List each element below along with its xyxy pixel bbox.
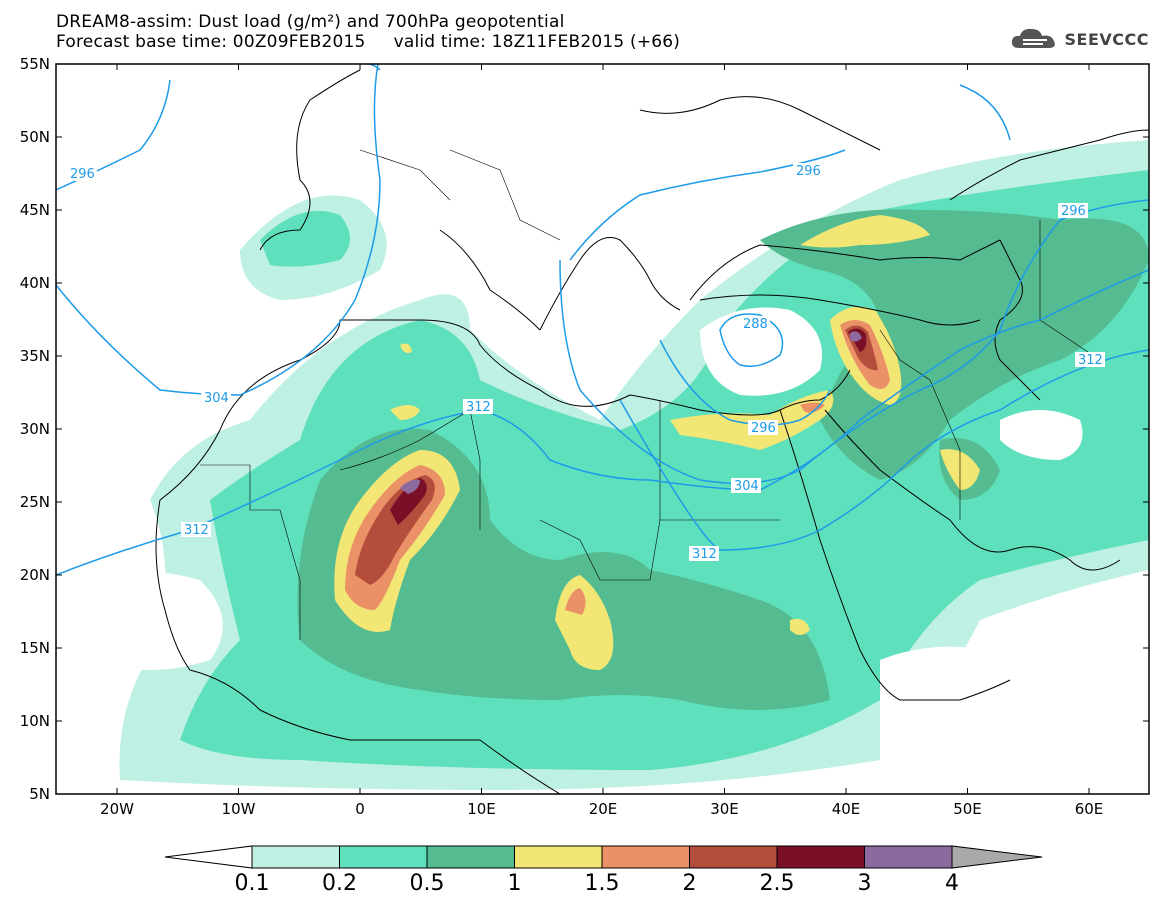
- map-title: DREAM8-assim: Dust load (g/m²) and 700hP…: [56, 12, 565, 32]
- axis-labels: 55N 50N 45N 40N 35N 30N 25N 20N 15N 10N 5N 20W 10W 0 1…: [20, 55, 1104, 818]
- colorbar: [164, 845, 1043, 869]
- lon-label: 20E: [589, 800, 618, 818]
- dust-level-3: [400, 331, 862, 494]
- axis-ticks: [56, 63, 1149, 795]
- lat-label: 40N: [20, 274, 50, 292]
- coastlines: [155, 69, 1149, 794]
- svg-text:312: 312: [1078, 353, 1103, 368]
- colorbar-over-triangle: [951, 845, 1043, 869]
- contour-label: 288: [740, 316, 770, 332]
- dust-clear-areas: [67, 307, 1149, 794]
- colorbar-segment: [601, 845, 690, 869]
- contour-label: 312: [181, 522, 211, 538]
- svg-text:296: 296: [1061, 204, 1086, 219]
- colorbar-label: 2: [682, 871, 697, 896]
- colorbar-segment: [776, 845, 865, 869]
- svg-text:312: 312: [692, 547, 717, 562]
- lon-label: 40E: [832, 800, 861, 818]
- lat-label: 45N: [20, 201, 50, 219]
- logo-text: SEEVCCC: [1064, 29, 1149, 49]
- lon-label: 20W: [100, 800, 134, 818]
- colorbar-label: 2.5: [759, 871, 795, 896]
- lon-label: 0: [355, 800, 365, 818]
- colorbar-segment: [689, 845, 778, 869]
- colorbar-segment: [426, 845, 515, 869]
- colorbar-label: 4: [945, 871, 959, 896]
- lat-label: 30N: [20, 420, 50, 438]
- lon-label: 50E: [953, 800, 982, 818]
- lon-label: 10E: [467, 800, 496, 818]
- lat-label: 20N: [20, 566, 50, 584]
- contour-label: 312: [1075, 352, 1105, 368]
- contour-label: 304: [201, 390, 231, 406]
- contour-label: 312: [463, 399, 493, 415]
- colorbar-segment: [514, 845, 603, 869]
- lat-label: 5N: [29, 785, 50, 803]
- contour-label: 312: [689, 546, 719, 562]
- lat-label: 15N: [20, 639, 50, 657]
- colorbar-label: 0.5: [409, 871, 445, 896]
- svg-text:304: 304: [204, 391, 229, 406]
- contour-labels: 296 304 312 296 288 296 304 312 312 312 …: [67, 163, 1105, 562]
- svg-text:296: 296: [751, 421, 776, 436]
- lat-label: 35N: [20, 347, 50, 365]
- contour-label: 296: [1058, 203, 1088, 219]
- colorbar-label: 0.2: [322, 871, 357, 896]
- lon-label: 10W: [222, 800, 256, 818]
- svg-text:312: 312: [466, 400, 491, 415]
- lat-label: 10N: [20, 712, 50, 730]
- colorbar-under-triangle: [164, 845, 253, 869]
- lat-label: 55N: [20, 55, 50, 73]
- lon-label: 30E: [710, 800, 739, 818]
- svg-text:296: 296: [796, 164, 821, 179]
- svg-text:304: 304: [734, 479, 759, 494]
- contour-label: 296: [67, 166, 97, 182]
- lat-label: 25N: [20, 493, 50, 511]
- colorbar-segment: [339, 845, 428, 869]
- dust-field: [67, 140, 1149, 794]
- svg-text:296: 296: [70, 167, 95, 182]
- seevccc-logo: SEEVCCC: [1009, 26, 1150, 52]
- colorbar-label: 1.5: [584, 871, 620, 896]
- lat-label: 50N: [20, 128, 50, 146]
- contour-label: 296: [748, 420, 778, 436]
- colorbar-segment: [864, 845, 953, 869]
- contour-label: 304: [731, 478, 761, 494]
- svg-text:288: 288: [743, 317, 768, 332]
- svg-text:312: 312: [184, 523, 209, 538]
- forecast-time-line: Forecast base time: 00Z09FEB2015 valid t…: [56, 32, 681, 52]
- colorbar-label: 0.1: [234, 871, 270, 896]
- contour-label: 296: [793, 163, 823, 179]
- colorbar-segment: [251, 845, 340, 869]
- colorbar-label: 1: [507, 871, 522, 896]
- colorbar-label: 3: [857, 871, 872, 896]
- lon-label: 60E: [1075, 800, 1104, 818]
- cloud-logo-icon: [1011, 28, 1055, 48]
